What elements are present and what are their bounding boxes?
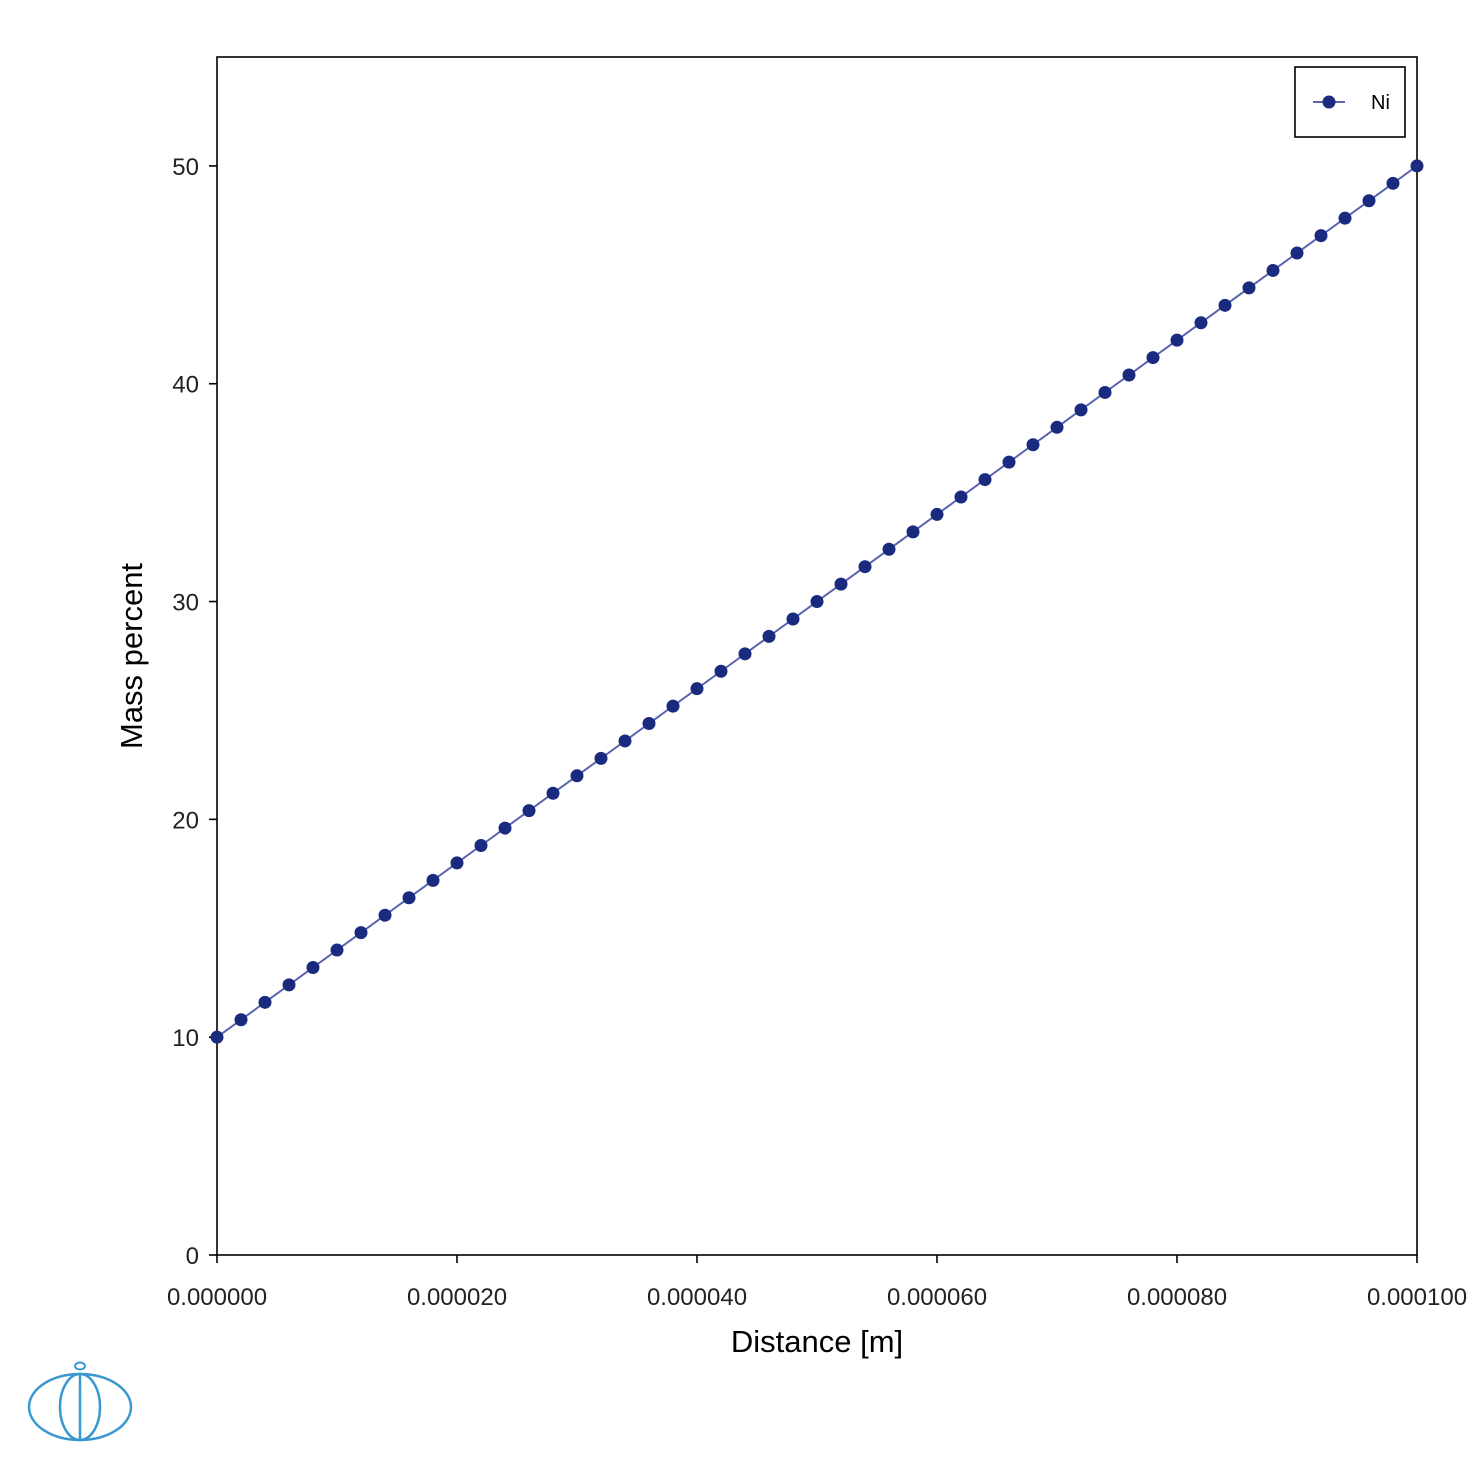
legend-label: Ni — [1371, 92, 1390, 114]
x-tick-label: 0.000020 — [407, 1284, 507, 1311]
data-point — [1098, 385, 1112, 399]
x-axis: 0.000000 0.000020 0.000040 0.000060 0.000080… — [167, 1255, 1467, 1311]
x-tick-label: 0.000060 — [887, 1284, 987, 1311]
data-point — [954, 490, 968, 504]
thermo-calc-logo — [27, 1361, 133, 1442]
y-tick-label: 20 — [172, 807, 199, 834]
data-point — [834, 577, 848, 591]
data-point — [258, 995, 272, 1009]
x-tick-label: 0.000040 — [647, 1284, 747, 1311]
data-point — [906, 525, 920, 539]
y-axis: 0 10 20 30 40 50 — [172, 154, 217, 1270]
data-point — [1362, 194, 1376, 208]
x-tick-label: 0.000000 — [167, 1284, 267, 1311]
y-axis-title: Mass percent — [114, 563, 149, 749]
data-point — [498, 821, 512, 835]
data-point — [1146, 351, 1160, 365]
y-tick-label: 10 — [172, 1025, 199, 1052]
data-point — [1266, 263, 1280, 277]
data-point — [1218, 298, 1232, 312]
plot-frame — [216, 56, 1418, 1256]
data-point — [1050, 420, 1064, 434]
data-point — [642, 717, 656, 731]
data-point — [858, 560, 872, 574]
data-point — [234, 1013, 248, 1027]
legend: Ni — [1294, 66, 1406, 138]
data-point — [474, 839, 488, 853]
data-point — [354, 926, 368, 940]
data-point — [450, 856, 464, 870]
data-point — [1026, 438, 1040, 452]
data-point — [882, 542, 896, 556]
data-point — [738, 647, 752, 661]
data-point — [210, 1030, 224, 1044]
data-point — [546, 786, 560, 800]
data-point — [978, 473, 992, 487]
data-point — [594, 751, 608, 765]
data-point — [1242, 281, 1256, 295]
data-point — [402, 891, 416, 905]
data-point — [786, 612, 800, 626]
data-point — [570, 769, 584, 783]
data-point — [1386, 176, 1400, 190]
data-point — [306, 960, 320, 974]
data-point — [1002, 455, 1016, 469]
data-point — [522, 804, 536, 818]
data-point — [690, 682, 704, 696]
data-point — [762, 629, 776, 643]
data-point — [1122, 368, 1136, 382]
y-tick-label: 50 — [172, 154, 199, 181]
data-point — [930, 507, 944, 521]
legend-marker — [1322, 95, 1336, 109]
plot-area — [216, 56, 1418, 1256]
series-layer — [210, 159, 1424, 1044]
data-point — [1194, 316, 1208, 330]
data-point — [378, 908, 392, 922]
data-point — [666, 699, 680, 713]
y-tick-label: 0 — [186, 1243, 199, 1270]
data-point — [714, 664, 728, 678]
data-point — [810, 595, 824, 609]
data-point — [618, 734, 632, 748]
y-tick-label: 30 — [172, 590, 199, 617]
data-point — [1074, 403, 1088, 417]
data-point — [1290, 246, 1304, 260]
data-point — [330, 943, 344, 957]
data-point — [1170, 333, 1184, 347]
data-point — [282, 978, 296, 992]
data-point — [1314, 229, 1328, 243]
x-tick-label: 0.000100 — [1367, 1284, 1467, 1311]
data-point — [1338, 211, 1352, 225]
x-axis-title: Distance [m] — [731, 1324, 903, 1359]
data-point — [426, 873, 440, 887]
x-tick-label: 0.000080 — [1127, 1284, 1227, 1311]
y-tick-label: 40 — [172, 372, 199, 399]
data-point — [1410, 159, 1424, 173]
